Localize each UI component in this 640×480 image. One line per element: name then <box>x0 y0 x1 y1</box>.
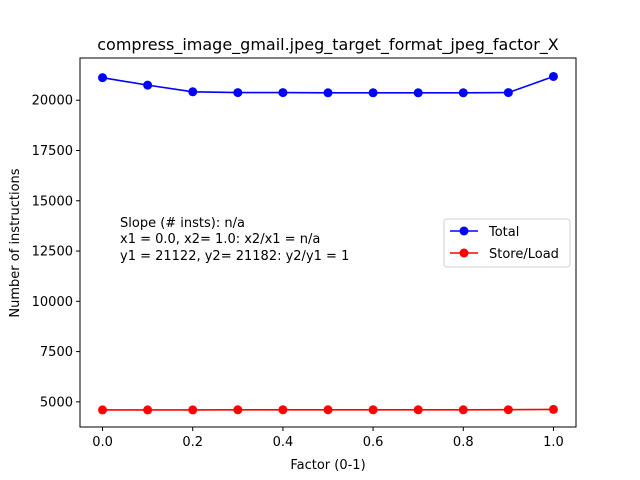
x-tick-label: 0.6 <box>363 435 384 450</box>
data-point-store-load <box>458 405 468 415</box>
chart-title: compress_image_gmail.jpeg_target_format_… <box>97 35 559 55</box>
x-tick-label: 0.4 <box>273 435 294 450</box>
x-tick-label: 0.0 <box>92 435 113 450</box>
data-point-total <box>368 88 378 98</box>
legend-marker-total <box>459 226 469 236</box>
x-tick-label: 0.2 <box>182 435 203 450</box>
data-point-total <box>458 88 468 98</box>
annotation-line: Slope (# insts): n/a <box>120 216 245 231</box>
data-point-store-load <box>548 404 558 414</box>
data-point-store-load <box>503 405 513 415</box>
annotation-box: Slope (# insts): n/a x1 = 0.0, x2= 1.0: … <box>120 216 349 264</box>
plot-area <box>79 57 577 428</box>
data-point-total <box>98 73 108 83</box>
data-point-total <box>503 88 513 98</box>
data-point-total <box>233 88 243 98</box>
data-point-total <box>413 88 423 98</box>
legend: Total Store/Load <box>443 218 571 268</box>
data-point-store-load <box>323 405 333 415</box>
data-point-store-load <box>278 405 288 415</box>
y-tick-label: 20000 <box>32 94 73 109</box>
legend-label-total: Total <box>488 225 519 240</box>
y-tick-label: 5000 <box>40 395 73 410</box>
data-point-store-load <box>143 405 153 415</box>
x-axis: 0.0 0.2 0.4 0.6 0.8 1.0 <box>92 427 564 450</box>
data-point-total <box>278 88 288 98</box>
data-point-total <box>143 80 153 90</box>
data-point-store-load <box>188 405 198 415</box>
y-tick-label: 7500 <box>40 345 73 360</box>
data-point-total <box>548 71 558 81</box>
y-axis-label: Number of instructions <box>8 168 23 317</box>
y-tick-label: 12500 <box>32 245 73 260</box>
annotation-line: y1 = 21122, y2= 21182: y2/y1 = 1 <box>120 249 349 264</box>
x-tick-label: 0.8 <box>453 435 474 450</box>
series-layer <box>98 71 558 415</box>
y-tick-label: 10000 <box>32 295 73 310</box>
annotation-line: x1 = 0.0, x2= 1.0: x2/x1 = n/a <box>120 232 320 247</box>
legend-marker-store-load <box>459 248 469 258</box>
x-axis-label: Factor (0-1) <box>290 458 365 473</box>
y-tick-label: 15000 <box>32 194 73 209</box>
y-axis: 5000 7500 10000 12500 15000 17500 20000 <box>32 94 80 410</box>
data-point-total <box>323 88 333 98</box>
data-point-store-load <box>368 405 378 415</box>
data-point-store-load <box>233 405 243 415</box>
data-point-store-load <box>98 405 108 415</box>
y-tick-label: 17500 <box>32 144 73 159</box>
legend-label-store-load: Store/Load <box>489 247 559 262</box>
x-tick-label: 1.0 <box>543 435 564 450</box>
data-point-total <box>188 87 198 97</box>
data-point-store-load <box>413 405 423 415</box>
